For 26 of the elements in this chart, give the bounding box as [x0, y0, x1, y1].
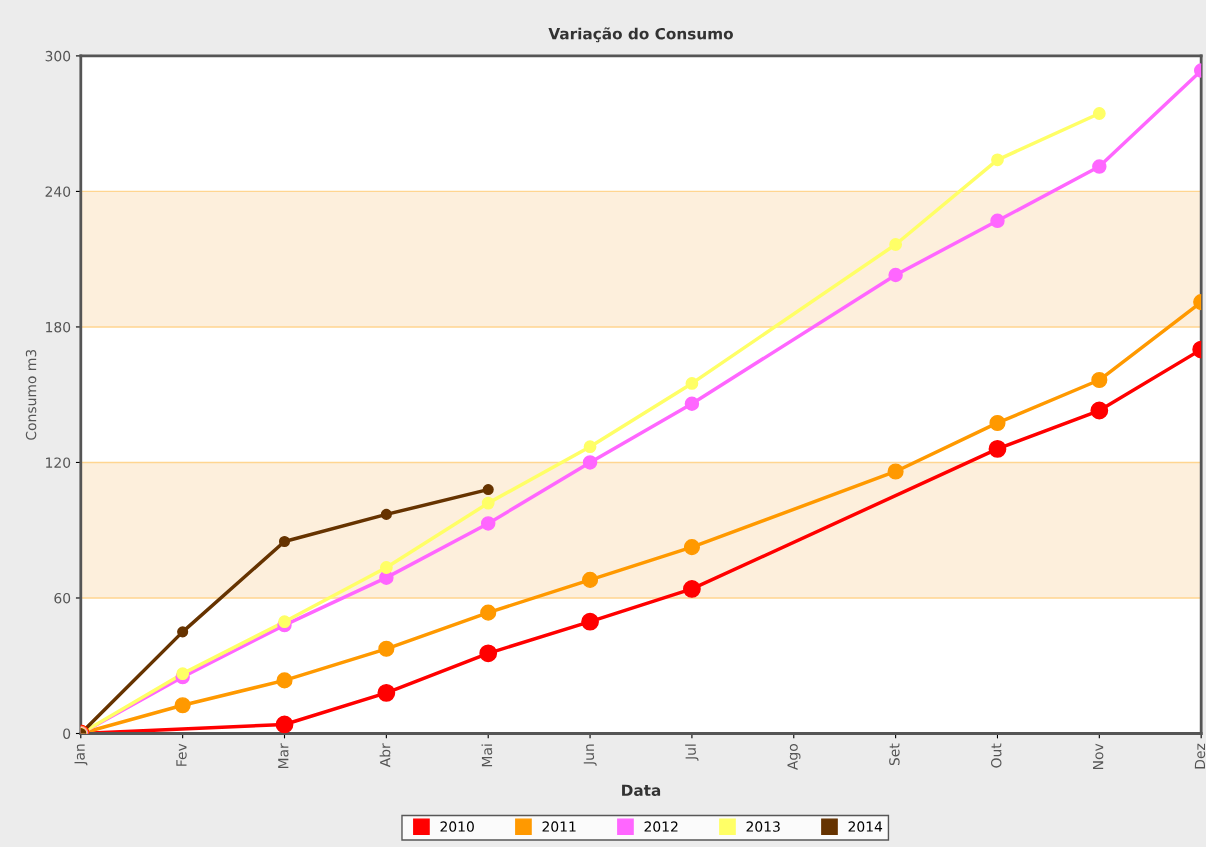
x-tick-label: Jan — [74, 744, 88, 766]
x-tick-label: Set — [889, 743, 900, 766]
x-tick-label: Ago — [787, 743, 801, 770]
x-tick-label: Nov — [1093, 743, 1104, 769]
x-tick-label: Abr — [379, 743, 391, 768]
x-axis-title: Data — [622, 784, 661, 797]
y-tick-label: 60 — [54, 592, 71, 604]
y-tick-label: 0 — [63, 728, 71, 739]
legend-label: 2011 — [542, 821, 576, 832]
x-tick-label: Fev — [176, 743, 187, 766]
legend-label: 2010 — [440, 821, 474, 832]
x-tick-label: Mai — [481, 744, 493, 767]
y-tick-label: 180 — [46, 321, 71, 333]
y-axis-title: Consumo m3 — [25, 349, 37, 440]
x-tick-label: Mar — [278, 743, 289, 769]
legend-label: 2012 — [644, 821, 678, 832]
y-tick-label: 240 — [45, 186, 71, 197]
legend-label: 2013 — [746, 821, 780, 832]
chart-title: Variação do Consumo — [548, 27, 733, 43]
legend-label: 2014 — [848, 821, 883, 832]
y-tick-label: 300 — [45, 50, 71, 62]
x-tick-label: Dez — [1194, 743, 1206, 769]
x-tick-label: Jun — [583, 744, 597, 766]
x-tick-label: Out — [991, 743, 1002, 768]
x-tick-label: Jul — [685, 744, 699, 761]
y-tick-label: 120 — [46, 457, 71, 468]
